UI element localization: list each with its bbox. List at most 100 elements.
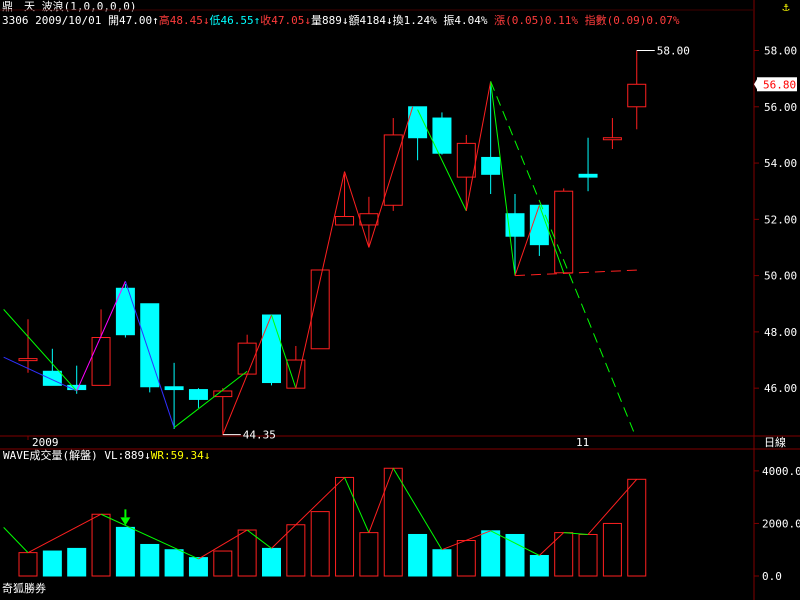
volume-wave-line [490, 530, 540, 556]
low-price: 低46.55 [209, 14, 254, 27]
candle-body-up [18, 358, 38, 362]
volume-bar-down [408, 533, 428, 577]
candle-body-up [456, 142, 476, 178]
volume-indicator-title[interactable]: WAVE成交量(解盤) [3, 449, 98, 462]
up-arrow-icon: ↑ [253, 14, 261, 27]
price-tick-label: 56.00 [764, 101, 797, 114]
current-price-label: 56.80 [763, 78, 796, 91]
price-tick-label: 52.00 [764, 213, 797, 226]
candle-body-down [164, 386, 184, 391]
x-axis-month-label: 11 [576, 436, 589, 449]
down-arrow-icon: ↓ [202, 14, 210, 27]
index-change-value: 指數(0.09)0.07% [584, 14, 680, 27]
wave-line [368, 106, 414, 248]
candle-body-down [262, 314, 281, 384]
wave-line [3, 356, 77, 392]
candle-body-down [42, 370, 62, 386]
volume-bar-down [140, 543, 160, 577]
volume-bar-down [505, 533, 525, 577]
volume-tick-label: 0.0 [762, 570, 782, 583]
current-price-pointer [754, 79, 757, 90]
wave-line [490, 81, 516, 276]
volume-bar-up [237, 529, 257, 577]
wr-value: WR:59.34 [150, 449, 204, 462]
wave-line [173, 370, 248, 428]
volume-panel [3, 467, 647, 577]
volume-marker-icon [120, 517, 131, 526]
volume-value: 量889 [310, 14, 342, 27]
down-arrow-icon: ↓ [203, 449, 211, 462]
price-tick-label: 58.00 [764, 45, 797, 58]
close-price: 收47.05 [260, 14, 305, 27]
candle-body-down [115, 287, 135, 336]
price-tick-label: 46.00 [764, 382, 797, 395]
volume-wave-line [27, 513, 102, 554]
volume-wave-line [539, 532, 565, 556]
down-arrow-icon: ↓ [385, 14, 393, 27]
candle-body-up [91, 337, 111, 386]
volume-bar-up [213, 550, 233, 577]
axes: 58.00 56.00 54.00 52.00 50.00 48.00 46.00 56.80… [2, 45, 800, 595]
candle-body-up [310, 269, 330, 350]
candle-body-down [432, 117, 452, 154]
current-price-box [757, 77, 797, 92]
volume-bar-up [91, 513, 111, 577]
wave-line [124, 281, 175, 428]
volume-bar-down [262, 547, 281, 577]
volume-bar-down [481, 530, 501, 577]
volume-wave-line [271, 477, 345, 549]
x-axis-unit-label: 日線 [764, 435, 786, 449]
anchor-icon[interactable]: ⚓ [782, 0, 790, 14]
volume-bar-down [432, 549, 452, 577]
volume-wave-line [587, 478, 638, 535]
watermark-label: 奇狐勝券 [2, 581, 46, 595]
candle-body-down [188, 389, 208, 400]
wave-line [538, 205, 565, 273]
change-value: 漲(0.05)0.11% [494, 14, 578, 27]
volume-bar-up [359, 532, 379, 577]
stock-code: 3306 [2, 14, 29, 27]
amount-value: 額4184 [348, 14, 386, 27]
wave-line [271, 314, 297, 389]
high-price: 高48.45 [158, 14, 203, 27]
open-price: 開47.00 [107, 14, 153, 27]
volume-wave-line [368, 468, 394, 533]
vl-value: VL:889 [104, 449, 145, 462]
volume-bar-down [115, 526, 135, 577]
wave-line [417, 109, 467, 212]
candle-body-down [408, 106, 428, 139]
volume-bar-up [310, 511, 330, 577]
wave-line [344, 171, 370, 248]
x-axis-year-label: 2009 [32, 436, 59, 449]
volume-bar-down [188, 557, 208, 577]
amplitude-value: 振4.04% [443, 14, 488, 27]
volume-tick-label: 4000.0 [762, 465, 800, 478]
volume-bar-down [164, 549, 184, 577]
volume-bar-up [456, 540, 476, 577]
price-annotation: 44.35 [243, 429, 276, 442]
volume-bar-up [602, 522, 622, 577]
candle-body-down [481, 156, 501, 175]
volume-wave-line [246, 529, 272, 549]
volume-bar-up [627, 478, 647, 577]
volume-wave-line [198, 529, 248, 560]
candle-body-down [67, 384, 87, 391]
candle-body-up [286, 359, 306, 389]
volume-bar-down [529, 555, 549, 577]
volume-bar-down [67, 547, 87, 577]
volume-wave-line [392, 467, 443, 550]
wave-line [3, 309, 78, 392]
price-annotation: 58.00 [657, 45, 690, 58]
up-arrow-icon: ↑ [152, 14, 159, 27]
price-panel: 58.00 44.35 [3, 45, 690, 442]
candle-body-down [140, 303, 160, 388]
wave-line [514, 205, 540, 276]
turnover-value: 換1.24% [392, 14, 437, 27]
wave-line [76, 281, 126, 392]
price-tick-label: 48.00 [764, 326, 797, 339]
candle-body-up [213, 390, 233, 398]
down-arrow-icon: ↓ [304, 14, 311, 27]
down-arrow-icon: ↓ [144, 449, 151, 462]
